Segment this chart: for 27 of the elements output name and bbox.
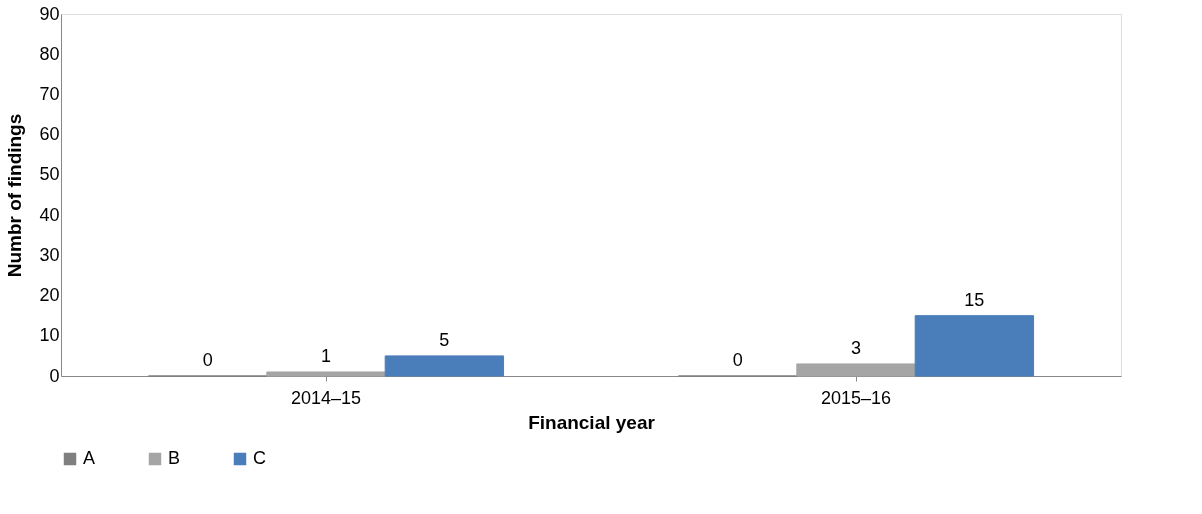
y-axis-title: Numbr of findings (4, 113, 26, 278)
legend-label: B (168, 448, 181, 468)
y-tick-label: 10 (39, 325, 60, 346)
x-axis-title: Financial year (528, 411, 656, 433)
x-tick-label: 2015–16 (820, 387, 892, 408)
x-tick-label: 2014–15 (290, 387, 362, 408)
data-label: 0 (732, 350, 743, 370)
y-tick-label: 90 (39, 3, 60, 24)
data-label: 5 (439, 329, 450, 350)
y-tick-label: 70 (39, 83, 60, 104)
bar (384, 355, 505, 377)
y-tick-label: 60 (39, 124, 60, 145)
bar (914, 315, 1035, 377)
bar (796, 363, 916, 377)
legend-label: C (253, 448, 266, 468)
legend-label: A (83, 448, 96, 468)
data-label: 1 (320, 345, 332, 366)
y-tick-label: 30 (39, 244, 60, 265)
y-tick-label: 20 (39, 285, 60, 306)
data-label: 3 (850, 337, 862, 358)
y-tick-label: 50 (39, 164, 60, 185)
y-tick-label: 40 (39, 204, 60, 225)
data-label: 0 (202, 350, 213, 370)
bar (266, 371, 386, 377)
data-label: 15 (964, 289, 985, 310)
y-tick-label: 80 (39, 43, 60, 64)
y-tick-label: 0 (49, 365, 60, 386)
